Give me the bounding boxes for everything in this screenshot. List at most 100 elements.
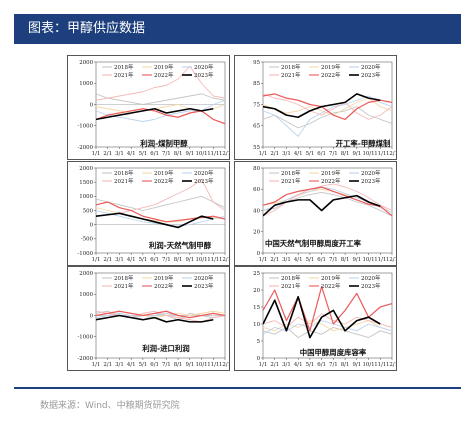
x-tick-label: 7/1 bbox=[162, 257, 171, 263]
legend-label: 2022年 bbox=[154, 71, 174, 79]
x-tick-label: 4/1 bbox=[127, 257, 136, 263]
legend-label: 2019年 bbox=[321, 63, 341, 71]
y-tick-label: -1000 bbox=[77, 124, 93, 130]
x-tick-label: 5/1 bbox=[139, 257, 148, 263]
chart-title: 中国天然气制甲醇周度开工率 bbox=[265, 239, 362, 248]
x-tick-label: 11/1 bbox=[374, 362, 386, 368]
y-tick-label: -2000 bbox=[77, 356, 93, 362]
x-tick-label: 5/1 bbox=[139, 151, 148, 157]
series-line-2023年 bbox=[263, 194, 381, 217]
x-tick-label: 7/1 bbox=[329, 362, 338, 368]
legend-label: 2021年 bbox=[281, 177, 301, 185]
x-tick-label: 10/1 bbox=[195, 151, 207, 157]
legend-label: 2023年 bbox=[194, 282, 214, 290]
x-tick-label: 12/1 bbox=[386, 257, 396, 263]
legend-label: 2023年 bbox=[361, 71, 381, 79]
x-tick-label: 8/1 bbox=[174, 362, 183, 368]
y-tick-label: 20 bbox=[253, 288, 260, 294]
legend-label: 2019年 bbox=[154, 169, 174, 177]
x-tick-label: 1/1 bbox=[259, 257, 268, 263]
y-tick-label: 0 bbox=[90, 102, 94, 108]
x-tick-label: 9/1 bbox=[352, 362, 361, 368]
x-tick-label: 4/1 bbox=[127, 362, 136, 368]
x-tick-label: 8/1 bbox=[341, 257, 350, 263]
series-line-2019年 bbox=[263, 97, 392, 116]
series-line-2023年 bbox=[96, 314, 214, 323]
chart-panel-1: 2000 1000 0 -1000 -2000 1/1 2/1 3/1 4/1 5/1 6/1 7/1… bbox=[67, 55, 230, 160]
x-tick-label: 9/1 bbox=[352, 151, 361, 157]
legend-label: 2023年 bbox=[194, 71, 214, 79]
chart-svg: 25 20 15 10 5 01/1 2/1 3/1 4/1 5/1 6/1 7/1 8/1 9/1 10/… bbox=[253, 271, 396, 368]
x-tick-label: 1/1 bbox=[92, 151, 101, 157]
series-line-2020年 bbox=[263, 320, 392, 335]
chart-panel-5: 2000 1000 0 -1000 -2000 1/1 2/1 3/1 4/1 5/1 6/1 7/1… bbox=[67, 266, 230, 371]
x-tick-label: 1/1 bbox=[92, 257, 101, 263]
x-tick-label: 3/1 bbox=[282, 362, 291, 368]
x-tick-label: 3/1 bbox=[115, 151, 124, 157]
y-tick-label: 1000 bbox=[79, 81, 93, 87]
legend-label: 2020年 bbox=[361, 169, 381, 177]
series-line-2021年 bbox=[263, 93, 392, 120]
series-line-2022年 bbox=[263, 286, 392, 332]
x-tick-label: 6/1 bbox=[317, 362, 326, 368]
header-bar: 图表：甲醇供应数据 bbox=[14, 14, 461, 44]
x-tick-label: 12/1 bbox=[219, 257, 229, 263]
legend-label: 2018年 bbox=[114, 63, 134, 71]
x-tick-label: 2/1 bbox=[103, 257, 112, 263]
x-tick-label: 7/1 bbox=[329, 257, 338, 263]
x-tick-label: 8/1 bbox=[174, 151, 183, 157]
x-tick-label: 11/1 bbox=[374, 257, 386, 263]
legend-label: 2018年 bbox=[281, 63, 301, 71]
x-tick-label: 5/1 bbox=[306, 257, 315, 263]
series-line-2018年 bbox=[96, 195, 225, 211]
x-tick-label: 2/1 bbox=[270, 362, 279, 368]
x-tick-label: 12/1 bbox=[386, 362, 396, 368]
series-line-2022年 bbox=[263, 186, 392, 217]
legend-label: 2018年 bbox=[281, 169, 301, 177]
series-line-2022年 bbox=[96, 108, 225, 125]
series-line-2018年 bbox=[263, 326, 392, 339]
x-tick-label: 6/1 bbox=[150, 151, 159, 157]
series-line-2023年 bbox=[263, 93, 381, 119]
x-tick-label: 7/1 bbox=[162, 362, 171, 368]
legend-label: 2021年 bbox=[281, 282, 301, 290]
x-tick-label: 5/1 bbox=[306, 362, 315, 368]
x-tick-label: 6/1 bbox=[150, 362, 159, 368]
y-tick-label: 0 bbox=[257, 251, 261, 257]
x-tick-label: 12/1 bbox=[219, 362, 229, 368]
y-tick-label: 2000 bbox=[79, 60, 93, 66]
series-line-2021年 bbox=[96, 65, 225, 101]
x-tick-label: 3/1 bbox=[282, 151, 291, 157]
y-tick-label: 1500 bbox=[79, 180, 93, 186]
chart-panel-6: 25 20 15 10 5 0 1/1 2/1 3/1 4/1 5/1 6/1 7/1 8/1 9/1 10/… bbox=[234, 266, 397, 371]
chart-title: 利润-天然气制甲醇 bbox=[148, 241, 212, 250]
series-line-2023年 bbox=[263, 296, 381, 339]
x-tick-label: 9/1 bbox=[185, 362, 194, 368]
y-tick-label: 65 bbox=[253, 124, 260, 130]
chart-panel-3: 2000 1500 1000 500 0 -500 -1000 1/1 2/1 3/1 4/1 5/1… bbox=[67, 161, 230, 266]
x-tick-label: 10/1 bbox=[362, 362, 374, 368]
y-tick-label: 0 bbox=[90, 313, 94, 319]
y-tick-label: 25 bbox=[253, 271, 260, 277]
x-tick-label: 2/1 bbox=[103, 362, 112, 368]
chart-title: 利润-进口利润 bbox=[141, 344, 189, 353]
x-tick-label: 4/1 bbox=[127, 151, 136, 157]
series-line-2023年 bbox=[96, 212, 214, 229]
series-line-2023年 bbox=[96, 107, 214, 121]
x-tick-label: 2/1 bbox=[103, 151, 112, 157]
header-title: 图表：甲醇供应数据 bbox=[28, 21, 146, 36]
y-tick-label: 2000 bbox=[79, 166, 93, 172]
x-tick-label: 5/1 bbox=[139, 362, 148, 368]
legend-label: 2021年 bbox=[281, 71, 301, 79]
x-tick-label: 8/1 bbox=[174, 257, 183, 263]
legend-label: 2018年 bbox=[281, 274, 301, 282]
x-tick-label: 1/1 bbox=[259, 151, 268, 157]
chart-title: 利润-煤制甲醇 bbox=[139, 139, 188, 148]
y-tick-label: 15 bbox=[253, 305, 260, 311]
legend-label: 2019年 bbox=[321, 274, 341, 282]
legend-label: 2020年 bbox=[361, 63, 381, 71]
x-tick-label: 11/1 bbox=[207, 151, 219, 157]
x-tick-label: 6/1 bbox=[150, 257, 159, 263]
legend-label: 2020年 bbox=[194, 169, 214, 177]
y-tick-label: -1000 bbox=[77, 251, 93, 257]
